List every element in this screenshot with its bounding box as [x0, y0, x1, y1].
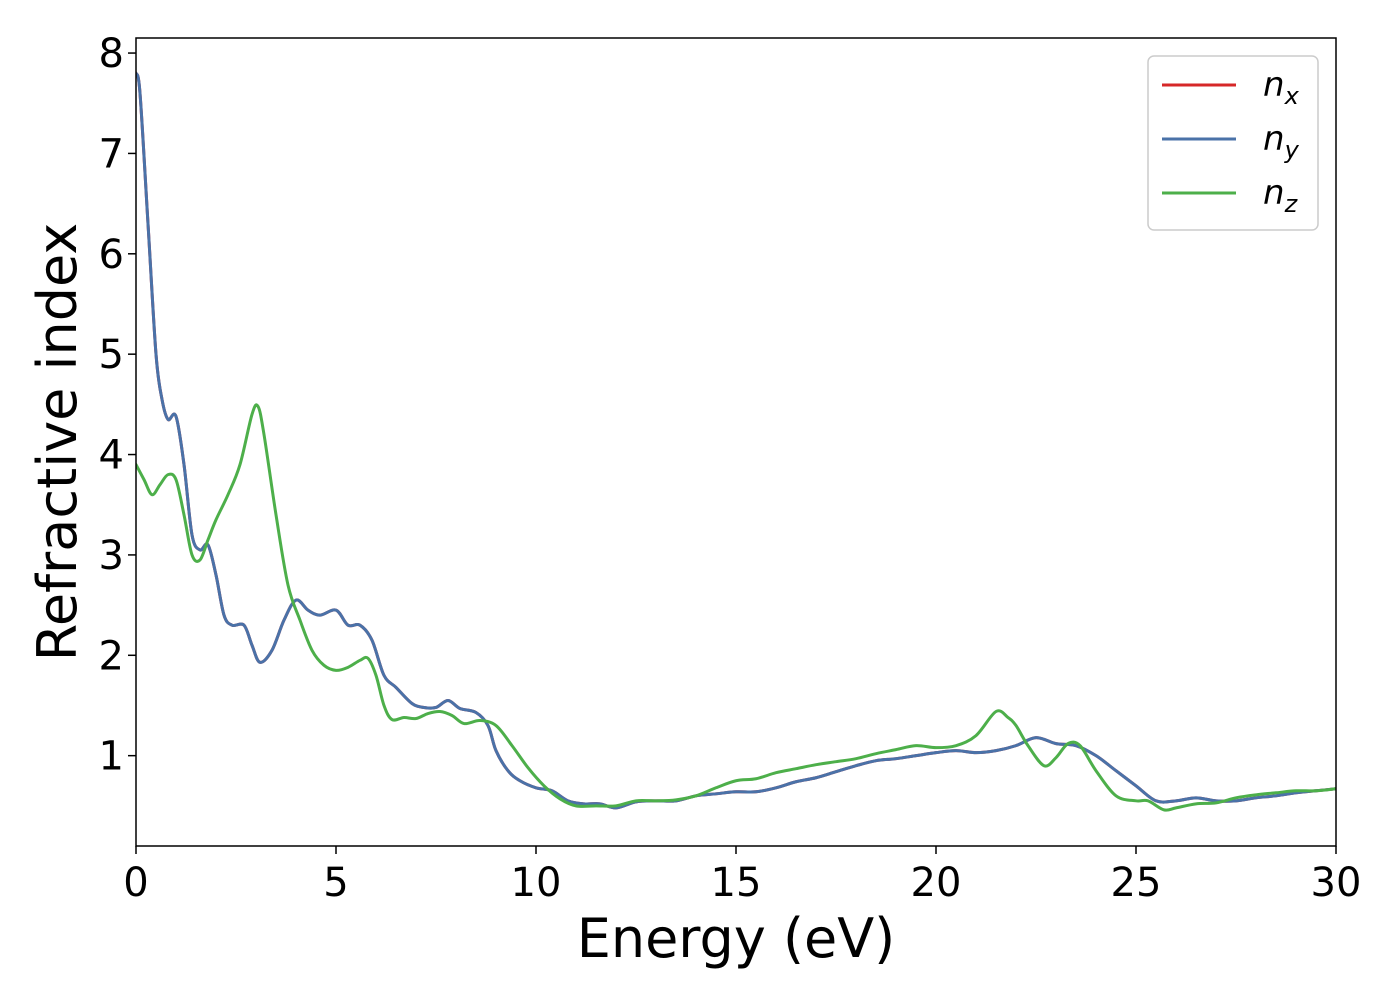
y-tick-label: 2 — [99, 633, 124, 679]
legend-label-x: nx — [1263, 65, 1300, 110]
x-tick-label: 10 — [511, 860, 562, 906]
x-axis-title: Energy (eV) — [577, 907, 896, 970]
y-axis-title: Refractive index — [26, 223, 89, 662]
legend-label-z: nz — [1263, 173, 1299, 218]
y-tick-label: 4 — [99, 433, 124, 479]
y-tick-label: 1 — [99, 734, 124, 780]
x-tick-label: 20 — [911, 860, 962, 906]
plot-area — [136, 71, 1336, 812]
y-tick-label: 7 — [99, 131, 124, 177]
y-tick-label: 3 — [99, 533, 124, 579]
x-tick-label: 25 — [1111, 860, 1162, 906]
legend: nx ny nz — [1147, 55, 1319, 231]
x-tick-label: 30 — [1311, 860, 1362, 906]
y-tick-label: 6 — [99, 232, 124, 278]
legend-label-y: ny — [1263, 119, 1300, 164]
legend-box — [1147, 55, 1319, 231]
x-axis: 0 5 10 15 20 25 30 — [123, 846, 1361, 906]
x-tick-label: 5 — [323, 860, 348, 906]
series-line-z — [136, 403, 1336, 812]
series-line-y — [136, 71, 1336, 810]
y-tick-label: 5 — [99, 332, 124, 378]
y-tick-label: 8 — [99, 31, 124, 77]
x-tick-label: 15 — [711, 860, 762, 906]
y-axis: 1 2 3 4 5 6 7 8 — [99, 31, 136, 780]
x-tick-label: 0 — [123, 860, 148, 906]
